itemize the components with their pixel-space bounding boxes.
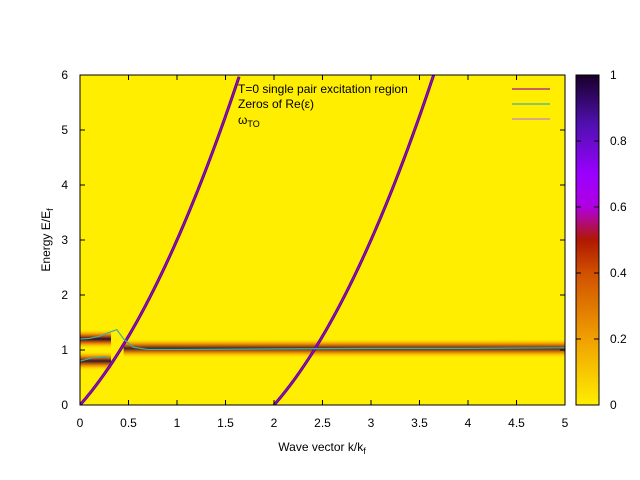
intensity-band [80,351,112,371]
colorbar [575,74,600,406]
x-axis-title: Wave vector k/kf [278,440,366,456]
x-tick-label: 2 [271,416,278,430]
colorbar-tick-label: 1 [610,68,617,82]
y-tick-label: 0 [61,398,68,412]
dispersion-line [80,355,110,362]
x-tick-label: 5 [562,416,569,430]
colorbar-axis: 0 0.2 0.4 0.6 0.8 1 [576,68,627,412]
colorbar-tick-label: 0 [610,398,617,412]
excitation-boundary-line [80,76,240,405]
legend-label-excitation: T=0 single pair excitation region [238,82,408,96]
x-tick-label: 3 [368,416,375,430]
dispersion-line [80,328,565,351]
x-tick-label: 4.5 [508,416,525,430]
x-tick-label: 3.5 [411,416,428,430]
legend: T=0 single pair excitation region Zeros … [238,82,550,129]
legend-label-zeros: Zeros of Re(ε) [238,97,314,111]
y-tick-label: 2 [61,288,68,302]
y-tick-label: 5 [61,123,68,137]
x-tick-label: 4 [465,416,472,430]
series-layer [80,75,565,405]
x-tick-label: 0 [77,416,84,430]
y-tick-label: 3 [61,233,68,247]
colorbar-tick-label: 0.2 [610,332,627,346]
y-axis-title: Energy E/Ef [39,208,55,272]
intensity-band [80,329,112,349]
colorbar-tick-label: 0.8 [610,134,627,148]
x-axis: 0 0.5 1 1.5 2 2.5 3 3.5 4 4.5 5 [77,75,569,430]
y-tick-label: 6 [61,68,68,82]
x-tick-label: 1 [174,416,181,430]
x-tick-label: 0.5 [120,416,137,430]
legend-label-omega-to: ωTO [238,113,260,129]
y-tick-label: 4 [61,178,68,192]
x-tick-label: 2.5 [314,416,331,430]
x-tick-label: 1.5 [217,416,234,430]
colorbar-tick-label: 0.6 [610,200,627,214]
colorbar-tick-label: 0.4 [610,266,627,280]
y-axis: 0 1 2 3 4 5 6 [61,68,565,412]
y-tick-label: 1 [61,343,68,357]
excitation-boundary-line [273,75,435,405]
